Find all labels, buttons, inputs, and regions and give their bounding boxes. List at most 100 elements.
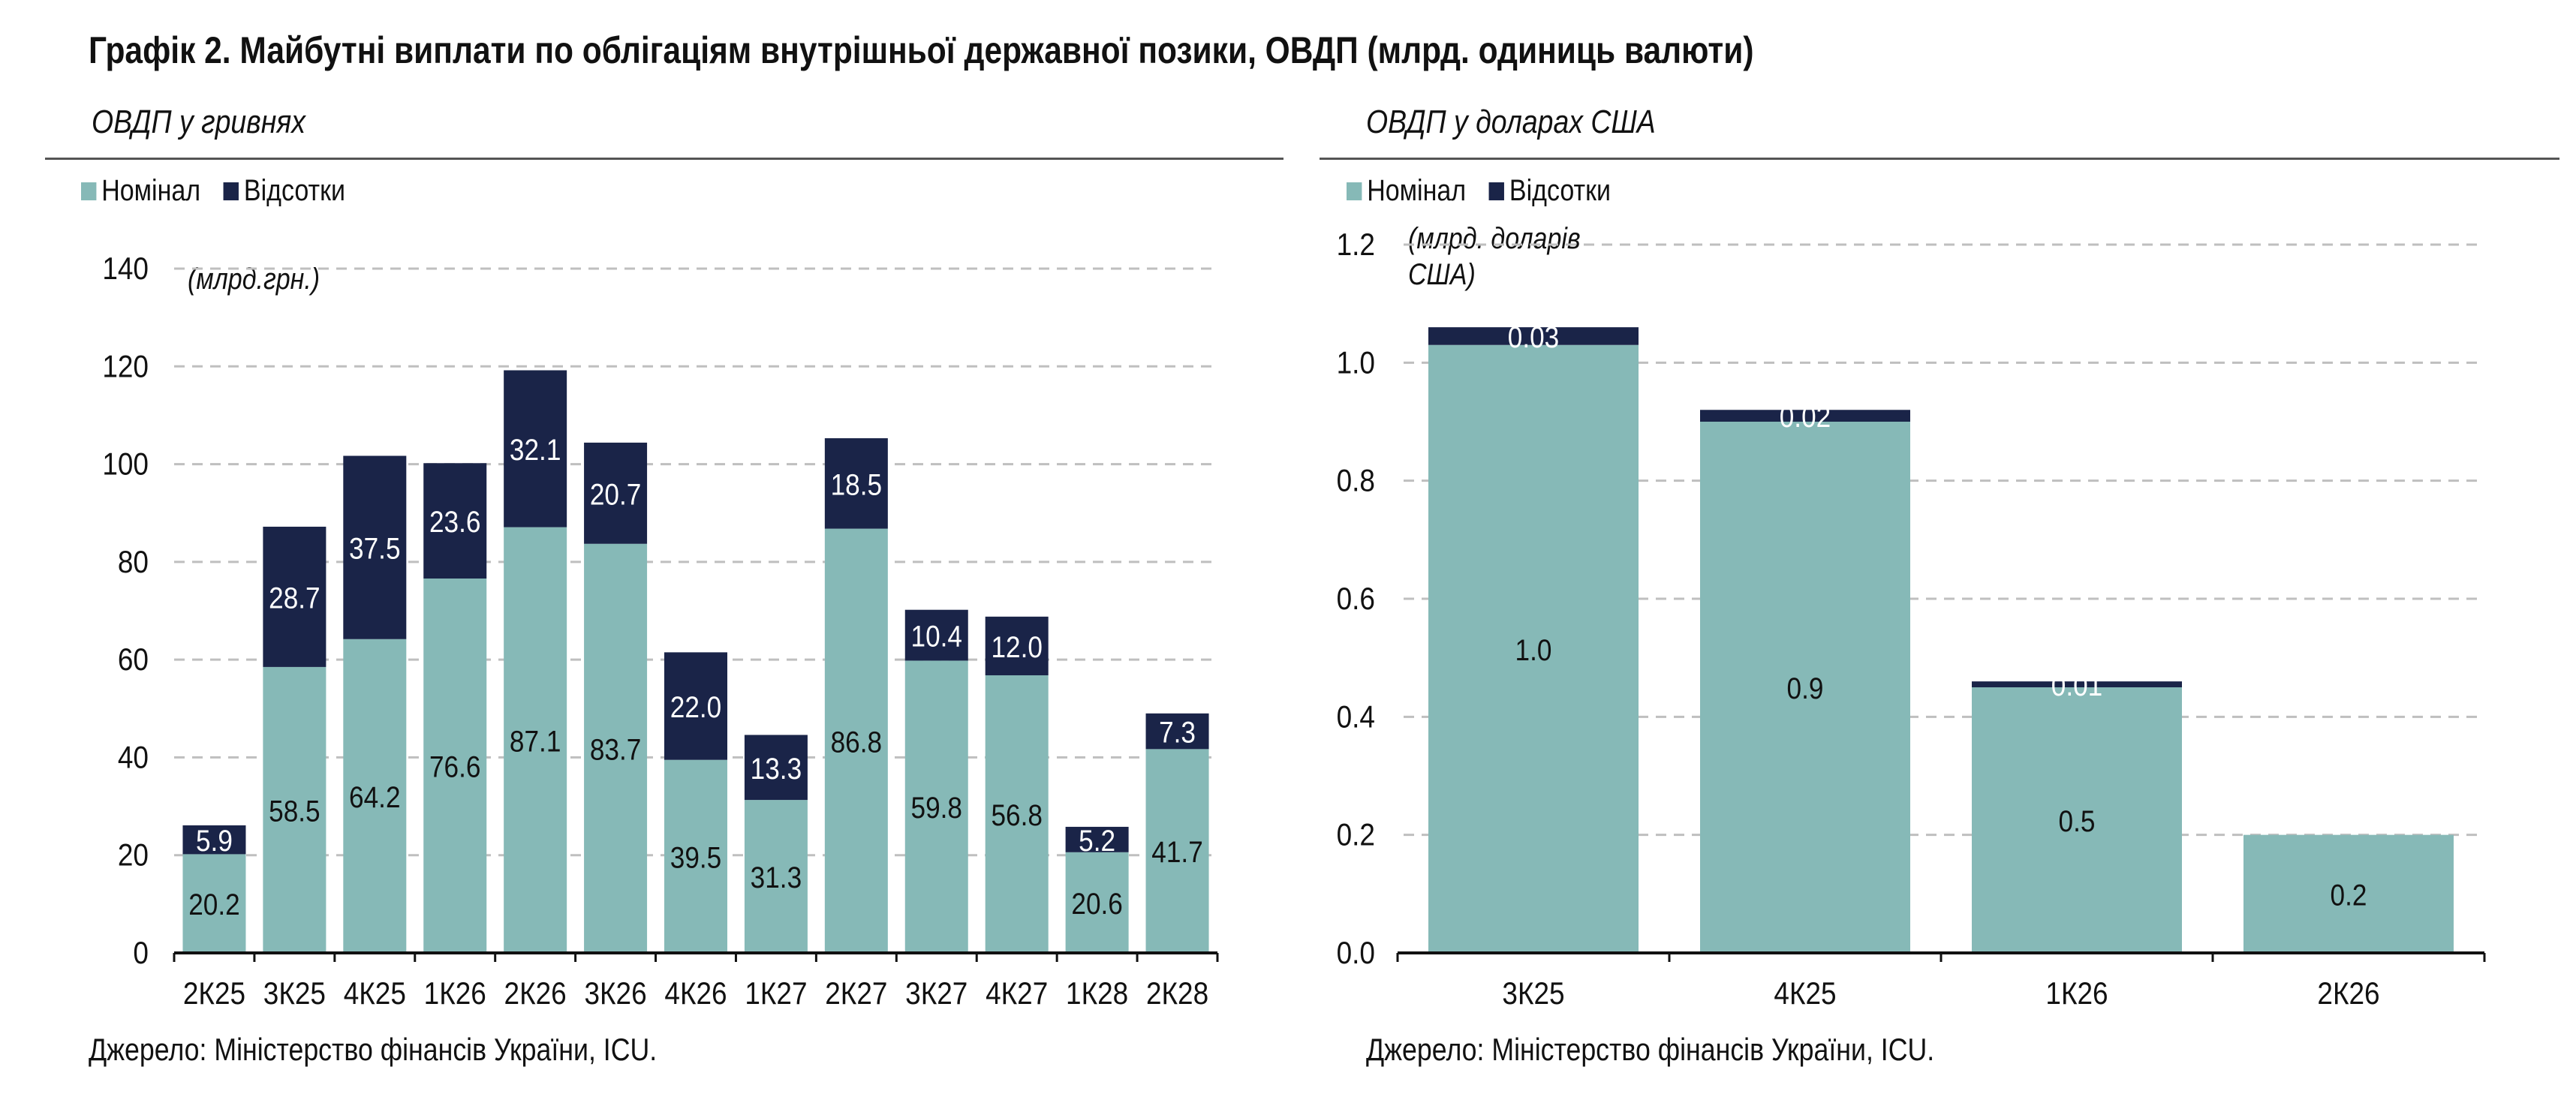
uah-label-interest: 22.0 [670,690,721,724]
uah-label-interest: 7.3 [1159,715,1196,749]
usd-ytick-label: 0.8 [1337,464,1375,499]
chart-title: Графік 2. Майбутні виплати по облігаціям… [89,29,1754,71]
uah-bar-chart: 0 20 40 60 80 100 120 140 5.9 20.2 2К25 28.7 58.5 3К2… [102,251,1219,1011]
uah-ytick-label: 80 [118,545,149,580]
uah-ytick-label: 100 [102,446,149,482]
uah-xtick-label: 3К27 [905,976,968,1011]
uah-label-interest: 10.4 [911,619,962,653]
uah-label-nominal: 39.5 [670,840,721,874]
legend-item-nominal-usd: Номінал [1347,174,1466,208]
uah-bar-nominal [664,759,727,953]
uah-label-interest: 28.7 [269,581,320,615]
uah-label-nominal: 86.8 [831,725,882,759]
uah-bar-nominal [1065,852,1129,953]
uah-bar-interest [263,526,327,667]
uah-label-nominal: 56.8 [991,798,1042,832]
uah-bar-interest [824,438,888,529]
uah-bar-nominal [985,675,1049,953]
uah-xtick-label: 2К27 [825,976,887,1011]
right-unit-label-line2: США) [1408,258,1476,291]
uah-label-nominal: 41.7 [1151,835,1202,869]
left-legend: Номінал Відсотки [81,174,369,208]
uah-ytick-label: 0 [133,936,149,971]
uah-bar-nominal [263,666,327,953]
uah-label-interest: 5.9 [196,824,233,858]
uah-bar-nominal [824,528,888,953]
legend-item-interest-usd: Відсотки [1488,174,1611,208]
legend-item-interest: Відсотки [223,174,345,208]
usd-label-nominal: 0.2 [2331,878,2367,912]
usd-label-nominal: 1.0 [1515,633,1552,667]
right-source: Джерело: Міністерство фінансів України, … [1366,1032,1935,1067]
uah-bar-interest [423,463,487,579]
uah-bar-nominal [1145,749,1209,953]
uah-bar-nominal [182,854,246,953]
left-panel: ОВДП у гривнях Номінал Відсотки (млрд.гр… [0,90,1291,1115]
legend-swatch-nominal [81,182,97,200]
legend-item-nominal: Номінал [81,174,200,208]
uah-label-interest: 13.3 [751,752,802,786]
usd-bar-interest [1972,681,2182,687]
uah-label-nominal: 59.8 [911,791,962,825]
uah-xtick-label: 1К28 [1066,976,1128,1011]
uah-bar-nominal [744,800,808,953]
uah-label-interest: 23.6 [429,505,480,539]
uah-ytick-label: 60 [118,642,149,678]
legend-swatch-interest [223,182,239,200]
uah-xtick-label: 1К26 [424,976,486,1011]
usd-xtick-label: 1К26 [2045,976,2108,1011]
uah-xtick-label: 4К25 [344,976,406,1011]
uah-label-nominal: 58.5 [269,794,320,828]
uah-ytick-label: 20 [118,838,149,873]
uah-bar-interest [343,455,407,639]
legend-label-nominal-usd: Номінал [1367,174,1467,207]
usd-ytick-label: 1.0 [1337,345,1375,380]
usd-bar-chart: 0.0 0.2 0.4 0.6 0.8 1.0 1.2 0.03 1.0 3К25 0.02 0.9 4… [1337,227,2486,1011]
uah-label-nominal: 20.6 [1071,887,1122,921]
uah-xtick-label: 3К25 [263,976,326,1011]
uah-bar-interest [1145,713,1209,750]
usd-xtick-label: 3К25 [1502,976,1564,1011]
usd-label-interest: 0.01 [2051,669,2102,702]
usd-xtick-label: 4К25 [1774,976,1836,1011]
uah-bar-interest [904,609,968,661]
usd-bar-nominal [1972,687,2182,953]
uah-label-nominal: 76.6 [429,750,480,783]
usd-bar-interest [1700,410,1910,422]
usd-bar-interest [1428,327,1639,345]
usd-ytick-label: 1.2 [1337,227,1375,263]
uah-label-interest: 37.5 [349,532,400,566]
uah-label-interest: 5.2 [1079,824,1115,858]
usd-ytick-label: 0.2 [1337,818,1375,853]
uah-label-nominal: 20.2 [188,888,239,921]
usd-label-nominal: 0.9 [1787,672,1824,705]
uah-bar-interest [182,825,246,855]
right-divider [1320,158,2559,160]
right-subtitle: ОВДП у доларах США [1366,104,1656,140]
uah-label-nominal: 83.7 [590,732,641,766]
left-subtitle: ОВДП у гривнях [92,104,305,140]
uah-bar-interest [744,735,808,801]
uah-bar-interest [1065,826,1129,852]
legend-swatch-nominal-usd [1347,182,1362,200]
uah-xtick-label: 3К26 [584,976,646,1011]
uah-bar-nominal [343,639,407,953]
usd-bar-nominal [1428,344,1639,953]
right-unit-label-line1: (млрд. доларів [1408,222,1581,255]
uah-ytick-label: 140 [102,251,149,287]
legend-label-nominal: Номінал [101,174,201,207]
uah-bar-interest [985,616,1049,675]
uah-label-interest: 20.7 [590,477,641,511]
usd-ytick-label: 0.4 [1337,699,1375,735]
uah-label-interest: 12.0 [991,630,1042,664]
right-legend: Номінал Відсотки [1347,174,1634,208]
uah-xtick-label: 1К27 [745,976,807,1011]
uah-ytick-label: 120 [102,349,149,384]
uah-xtick-label: 4К27 [986,976,1048,1011]
uah-label-interest: 32.1 [510,433,561,467]
uah-xtick-label: 2К28 [1146,976,1208,1011]
uah-ytick-label: 40 [118,740,149,775]
legend-label-interest: Відсотки [243,174,345,207]
usd-label-interest: 0.02 [1780,400,1831,434]
usd-label-interest: 0.03 [1508,320,1559,354]
